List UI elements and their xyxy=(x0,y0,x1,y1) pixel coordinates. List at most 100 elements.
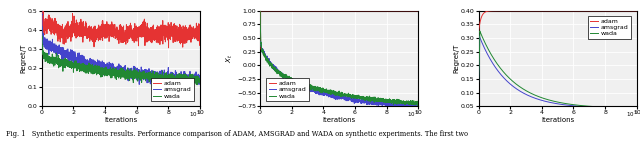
adam xyxy=(111,34,118,35)
amsgrad xyxy=(628,107,636,109)
adam xyxy=(483,11,490,12)
Text: $10^7$: $10^7$ xyxy=(626,110,637,119)
adam xyxy=(191,34,199,35)
amsgrad xyxy=(475,83,483,85)
adam xyxy=(163,32,170,34)
wada xyxy=(475,83,483,85)
Legend: adam, amsgrad, wada: adam, amsgrad, wada xyxy=(588,16,630,39)
adam xyxy=(410,10,418,12)
wada xyxy=(163,72,170,73)
wada xyxy=(381,100,388,102)
adam xyxy=(381,10,388,12)
adam xyxy=(329,10,337,12)
wada xyxy=(111,74,118,76)
wada xyxy=(329,92,337,93)
Line: wada: wada xyxy=(42,25,200,85)
wada xyxy=(38,24,45,26)
amsgrad xyxy=(381,103,388,105)
adam xyxy=(475,32,483,34)
amsgrad xyxy=(196,76,204,77)
amsgrad xyxy=(628,107,636,109)
wada xyxy=(476,30,484,32)
wada xyxy=(628,107,636,109)
amsgrad xyxy=(176,85,184,87)
amsgrad xyxy=(633,107,640,109)
amsgrad xyxy=(111,73,118,75)
amsgrad xyxy=(410,105,418,106)
Legend: adam, amsgrad, wada: adam, amsgrad, wada xyxy=(266,78,309,101)
amsgrad xyxy=(329,94,337,96)
adam xyxy=(264,10,272,12)
adam xyxy=(46,23,54,25)
Legend: adam, amsgrad, wada: adam, amsgrad, wada xyxy=(151,78,194,101)
amsgrad xyxy=(257,41,264,43)
Line: adam: adam xyxy=(479,11,637,33)
amsgrad xyxy=(412,108,420,109)
wada xyxy=(410,103,417,105)
adam xyxy=(191,30,199,32)
adam xyxy=(164,47,172,49)
Text: $10^7$: $10^7$ xyxy=(189,110,200,119)
X-axis label: Iterations: Iterations xyxy=(104,117,138,123)
adam xyxy=(256,10,264,12)
Y-axis label: Regret/T: Regret/T xyxy=(453,44,459,73)
Line: adam: adam xyxy=(42,4,200,48)
adam xyxy=(633,10,640,12)
adam xyxy=(256,48,264,50)
Line: amsgrad: amsgrad xyxy=(260,42,419,109)
wada xyxy=(333,92,341,94)
amsgrad xyxy=(552,103,559,104)
amsgrad xyxy=(163,73,170,74)
amsgrad xyxy=(483,52,490,54)
wada xyxy=(163,84,171,86)
adam xyxy=(196,24,204,25)
wada xyxy=(410,102,417,104)
amsgrad xyxy=(115,68,122,70)
Line: amsgrad: amsgrad xyxy=(42,0,200,86)
amsgrad xyxy=(256,43,264,45)
adam xyxy=(628,10,636,12)
wada xyxy=(264,59,272,61)
Line: amsgrad: amsgrad xyxy=(479,36,637,108)
amsgrad xyxy=(476,35,483,37)
adam xyxy=(38,3,45,5)
amsgrad xyxy=(600,107,607,108)
wada xyxy=(196,79,204,80)
adam xyxy=(628,10,636,12)
amsgrad xyxy=(264,59,272,61)
X-axis label: Iterations: Iterations xyxy=(323,117,356,123)
wada xyxy=(552,101,559,103)
adam xyxy=(600,10,607,12)
Y-axis label: $X_t$: $X_t$ xyxy=(225,54,236,63)
wada xyxy=(115,70,122,72)
Text: $10^7$: $10^7$ xyxy=(407,110,419,119)
amsgrad xyxy=(191,74,199,76)
Line: adam: adam xyxy=(260,11,419,49)
amsgrad xyxy=(410,107,417,109)
amsgrad xyxy=(415,105,422,107)
wada xyxy=(414,104,422,106)
adam xyxy=(552,10,559,12)
adam xyxy=(410,10,417,12)
adam xyxy=(115,34,122,36)
wada xyxy=(547,100,555,101)
adam xyxy=(415,10,422,12)
adam xyxy=(547,10,555,12)
wada xyxy=(46,63,54,64)
Text: Fig. 1   Synthetic experiments results. Performance comparison of ADAM, AMSGRAD : Fig. 1 Synthetic experiments results. Pe… xyxy=(6,130,468,138)
wada xyxy=(483,45,490,47)
Line: wada: wada xyxy=(260,0,419,105)
adam xyxy=(333,10,341,12)
wada xyxy=(415,102,422,104)
Line: wada: wada xyxy=(479,31,637,108)
amsgrad xyxy=(333,96,341,98)
wada xyxy=(600,106,607,108)
amsgrad xyxy=(46,42,54,44)
Y-axis label: Regret/T: Regret/T xyxy=(20,44,26,73)
wada xyxy=(191,80,199,81)
wada xyxy=(191,76,199,78)
amsgrad xyxy=(547,102,555,104)
wada xyxy=(633,107,640,109)
X-axis label: Iterations: Iterations xyxy=(541,117,574,123)
adam xyxy=(559,10,567,12)
